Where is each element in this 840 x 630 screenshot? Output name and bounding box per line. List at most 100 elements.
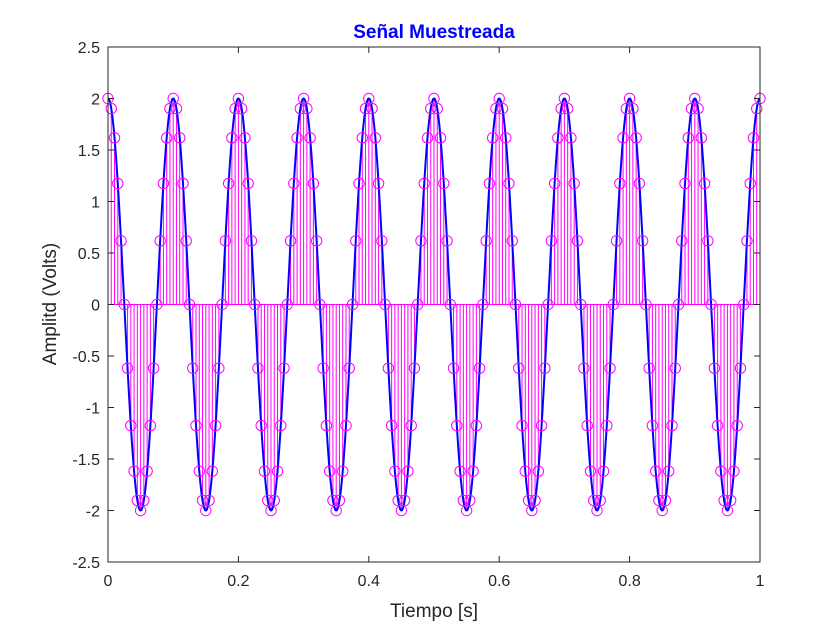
sample-marker — [496, 102, 509, 115]
sample-marker — [379, 298, 391, 311]
sample-marker — [265, 504, 277, 517]
sample-marker — [183, 298, 196, 311]
y-tick-label: 0 — [91, 298, 100, 315]
sample-marker — [578, 362, 590, 374]
sample-marker — [222, 177, 235, 190]
sample-marker — [268, 494, 280, 507]
sample-marker — [506, 235, 518, 247]
sample-marker — [689, 92, 701, 105]
sample-marker — [646, 419, 659, 432]
sample-marker — [467, 465, 479, 477]
sample-marker — [584, 465, 597, 477]
sample-marker — [134, 504, 147, 517]
sample-marker — [112, 177, 124, 190]
sample-marker — [288, 177, 300, 190]
sample-marker — [154, 235, 166, 247]
y-tick-label: 1 — [91, 195, 100, 212]
sample-marker — [571, 235, 584, 247]
sample-marker — [190, 419, 202, 432]
sample-marker — [356, 132, 368, 144]
sample-marker — [604, 362, 616, 374]
x-tick-label: 0.2 — [227, 573, 249, 590]
sample-marker — [738, 298, 750, 311]
sample-marker — [477, 298, 489, 311]
sample-marker — [147, 362, 160, 374]
y-tick-label: 2 — [91, 92, 100, 109]
sample-marker — [209, 419, 222, 432]
sample-marker — [731, 419, 743, 432]
sample-marker — [698, 177, 711, 190]
y-ticks: -2.5 -2 -1.5 -1 -0.5 0 0.5 1 1.5 2 2.5 — [72, 40, 760, 572]
x-tick-label: 0.8 — [618, 573, 640, 590]
sample-marker — [343, 362, 355, 374]
sample-marker — [529, 494, 541, 507]
y-tick-label: -1.5 — [72, 452, 100, 469]
sample-marker — [676, 235, 688, 247]
sample-marker — [216, 298, 228, 311]
sample-marker — [262, 494, 274, 507]
sample-marker — [575, 298, 587, 311]
sample-marker — [522, 494, 535, 507]
curve-layer — [107, 97, 761, 512]
sample-marker — [340, 419, 352, 432]
sample-marker — [493, 92, 505, 105]
sample-marker — [281, 298, 293, 311]
sample-marker — [438, 177, 450, 190]
sample-marker — [421, 132, 434, 144]
sample-marker — [291, 132, 303, 144]
sample-marker — [653, 494, 665, 507]
sample-marker — [359, 102, 372, 115]
sample-marker — [734, 362, 747, 374]
sample-marker — [151, 298, 163, 311]
y-tick-label: 2.5 — [78, 40, 100, 57]
sample-marker — [460, 504, 473, 517]
sample-marker — [715, 465, 727, 477]
sample-marker — [278, 362, 290, 374]
sample-marker — [167, 92, 179, 105]
sample-marker — [323, 465, 336, 477]
x-tick-label: 1 — [756, 573, 765, 590]
sample-marker — [226, 132, 238, 144]
sample-marker — [607, 298, 619, 311]
sample-marker — [679, 177, 691, 190]
sample-marker — [249, 298, 261, 311]
sample-marker — [695, 132, 708, 144]
sample-marker — [160, 132, 173, 144]
sample-marker — [255, 419, 267, 432]
sample-marker — [330, 504, 342, 517]
sample-marker — [327, 494, 339, 507]
y-tick-label: -0.5 — [72, 349, 100, 366]
sample-marker — [346, 298, 359, 311]
sample-marker — [118, 298, 131, 311]
sample-marker — [441, 235, 453, 247]
sample-marker — [203, 494, 215, 507]
sample-marker — [242, 177, 254, 190]
sample-marker — [630, 132, 642, 144]
sample-marker — [412, 298, 424, 311]
sample-marker — [548, 177, 561, 190]
sample-marker — [447, 362, 460, 374]
sample-marker — [711, 419, 724, 432]
sample-marker — [252, 362, 264, 374]
sample-marker — [108, 132, 121, 144]
sample-marker — [121, 362, 134, 374]
sample-marker — [568, 177, 580, 190]
sample-marker — [164, 102, 176, 115]
sample-marker — [451, 419, 463, 432]
x-tick-label: 0 — [104, 573, 113, 590]
sample-marker — [669, 362, 681, 374]
sample-marker — [258, 465, 271, 477]
sample-marker — [369, 132, 382, 144]
sample-marker — [275, 419, 287, 432]
sample-marker — [513, 362, 525, 374]
sample-marker — [301, 102, 313, 115]
sample-marker — [115, 235, 127, 247]
sample-marker — [415, 235, 427, 247]
sample-marker — [539, 362, 551, 374]
sample-marker — [402, 465, 414, 477]
sample-marker — [408, 362, 421, 374]
sample-marker — [235, 102, 248, 115]
sample-marker — [558, 92, 571, 105]
